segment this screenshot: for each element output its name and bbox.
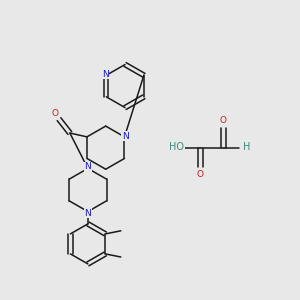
Text: O: O (52, 109, 58, 118)
Text: N: N (85, 208, 91, 217)
Text: N: N (122, 132, 129, 141)
Text: O: O (197, 170, 204, 179)
Text: O: O (220, 116, 227, 125)
Text: HO: HO (169, 142, 184, 152)
Text: H: H (243, 142, 250, 152)
Text: N: N (85, 162, 91, 171)
Text: N: N (102, 70, 109, 79)
